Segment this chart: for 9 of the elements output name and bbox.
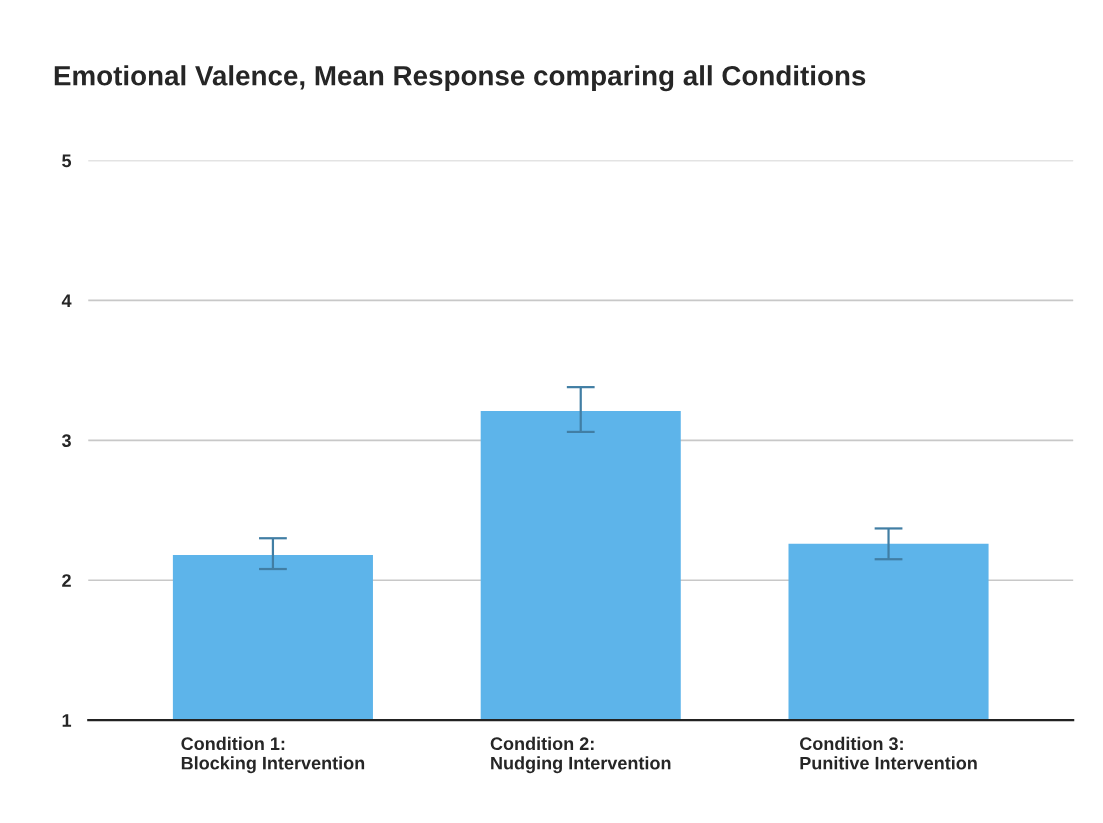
y-tick-label: 4: [61, 294, 72, 307]
y-tick-label: 3: [61, 434, 71, 448]
y-tick-label: 5: [62, 154, 72, 168]
x-tick-label: Condition 3: Punitive Intervention: [800, 736, 977, 770]
y-tick-label: 1: [62, 714, 72, 727]
y-tick-label: 2: [62, 574, 71, 587]
x-tick-label: Condition 2: Nudging Intervention: [490, 736, 671, 774]
x-tick-label: Condition 1: Blocking Intervention: [181, 736, 365, 774]
chart-title: Emotional Valence, Mean Response comparing all Conditions: [54, 65, 866, 92]
